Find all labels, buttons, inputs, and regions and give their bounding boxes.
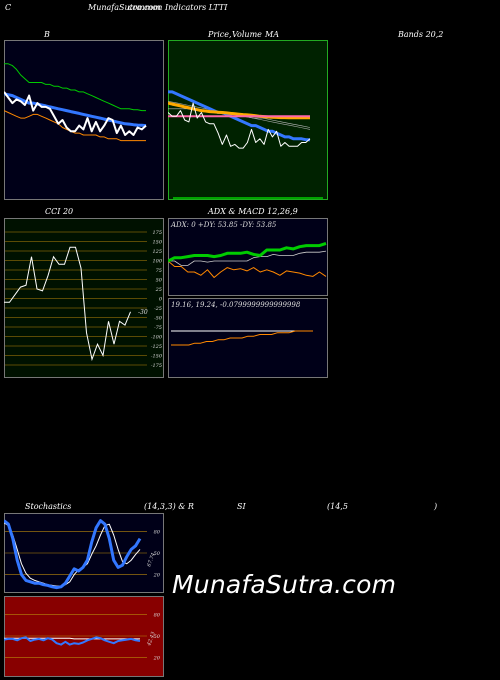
stoch-d-line [4,522,141,587]
cci-tick-label: 150 [152,240,162,246]
stoch-tick-label: 50 [154,551,161,557]
cci-title: CCI 20 [45,207,74,216]
cci-tick-label: 25 [155,287,162,293]
panel-background [168,298,328,378]
cci-tick-label: 50 [156,278,163,284]
cci-tick-label: 75 [156,268,162,274]
cci-current-label: -30 [138,309,148,316]
cci-tick-label: 175 [152,230,162,236]
header-overlay: common Indicators LTTI [128,3,228,12]
bollinger-panel [4,40,164,200]
adx-panel: ADX: 0 +DY: 53.85 -DY: 53.85 [168,218,328,296]
price-title: Price, [208,30,232,39]
bollinger-price-line [4,91,147,136]
stoch-title: Stochastics [25,502,72,511]
macd-chart: 19.16, 19.24, -0.0799999999999998 [168,298,328,378]
stoch-params: (14,3,3) & R [144,502,194,511]
price-chart [168,40,328,200]
rsi-tick-label: 20 [153,656,161,662]
stoch-tick-label: 80 [154,529,161,535]
cci-tick-label: -50 [154,316,163,322]
price-close-line [168,102,311,149]
volume-title: Volume [232,30,262,39]
header-c: C [5,3,12,12]
ma-title: MA [265,30,279,39]
rsi-current-label: 42.43 [146,631,157,647]
bands-title: Bands 20,2 [398,30,444,39]
rsi-close: ) [434,502,438,511]
plus-di-line [168,241,327,263]
macd-values-label: 19.16, 19.24, -0.0799999999999998 [171,301,301,309]
cci-tick-label: 0 [159,297,163,303]
adx-line [168,250,327,266]
bollinger-title: B [44,30,50,39]
adx-values-label: ADX: 0 +DY: 53.85 -DY: 53.85 [170,221,277,229]
rsi-tick-label: 50 [154,634,161,640]
rsi-panel: 80 50 20 42.43 [4,596,164,677]
cci-line [4,246,131,362]
bollinger-upper-band [4,63,146,112]
rsi-title: SI [237,502,246,511]
panel-background [168,40,328,200]
stoch-k-line [4,519,142,590]
rsi-tick-label: 80 [154,612,161,618]
watermark: MunafaSutra.com [172,570,397,599]
cci-panel: 175 150 125 100 75 50 25 0 -25 -50 -75 -100 -125 -150… [4,218,164,378]
rsi-chart: 80 50 20 42.43 [4,596,164,677]
price-panel [168,40,328,200]
cci-tick-label: -125 [151,344,162,350]
minus-di-line [168,260,327,278]
cci-tick-label: -25 [154,306,162,312]
cci-chart: 175 150 125 100 75 50 25 0 -25 -50 -75 -100 -125 -150… [4,218,164,378]
cci-tick-label: -75 [154,325,162,331]
header-site: MunafaSutra.com [88,3,161,12]
price-ma-blue [168,90,310,142]
adx-chart: ADX: 0 +DY: 53.85 -DY: 53.85 [168,218,328,296]
bollinger-middle-band [4,92,147,128]
macd-line [171,330,313,346]
stoch-tick-label: 20 [153,573,161,579]
cci-tick-label: -100 [151,335,163,341]
stoch-current-label: 67.74 [146,552,157,568]
panel-background [4,40,164,200]
bollinger-lower-band [4,110,146,142]
bollinger-chart [4,40,164,200]
cci-tick-label: 125 [152,249,162,255]
adx-title: ADX & MACD 12,26,9 [208,207,298,216]
cci-tick-label: 100 [152,259,162,265]
rsi-params: (14,5 [327,502,348,511]
stochastics-chart: 80 50 20 67.74 [4,513,164,593]
panel-background [4,596,164,677]
rsi-line [4,636,141,646]
stoch-panel: 80 50 20 67.74 [4,513,164,593]
cci-tick-label: -150 [151,354,163,360]
cci-tick-label: -175 [151,363,162,369]
macd-panel: 19.16, 19.24, -0.0799999999999998 [168,298,328,378]
